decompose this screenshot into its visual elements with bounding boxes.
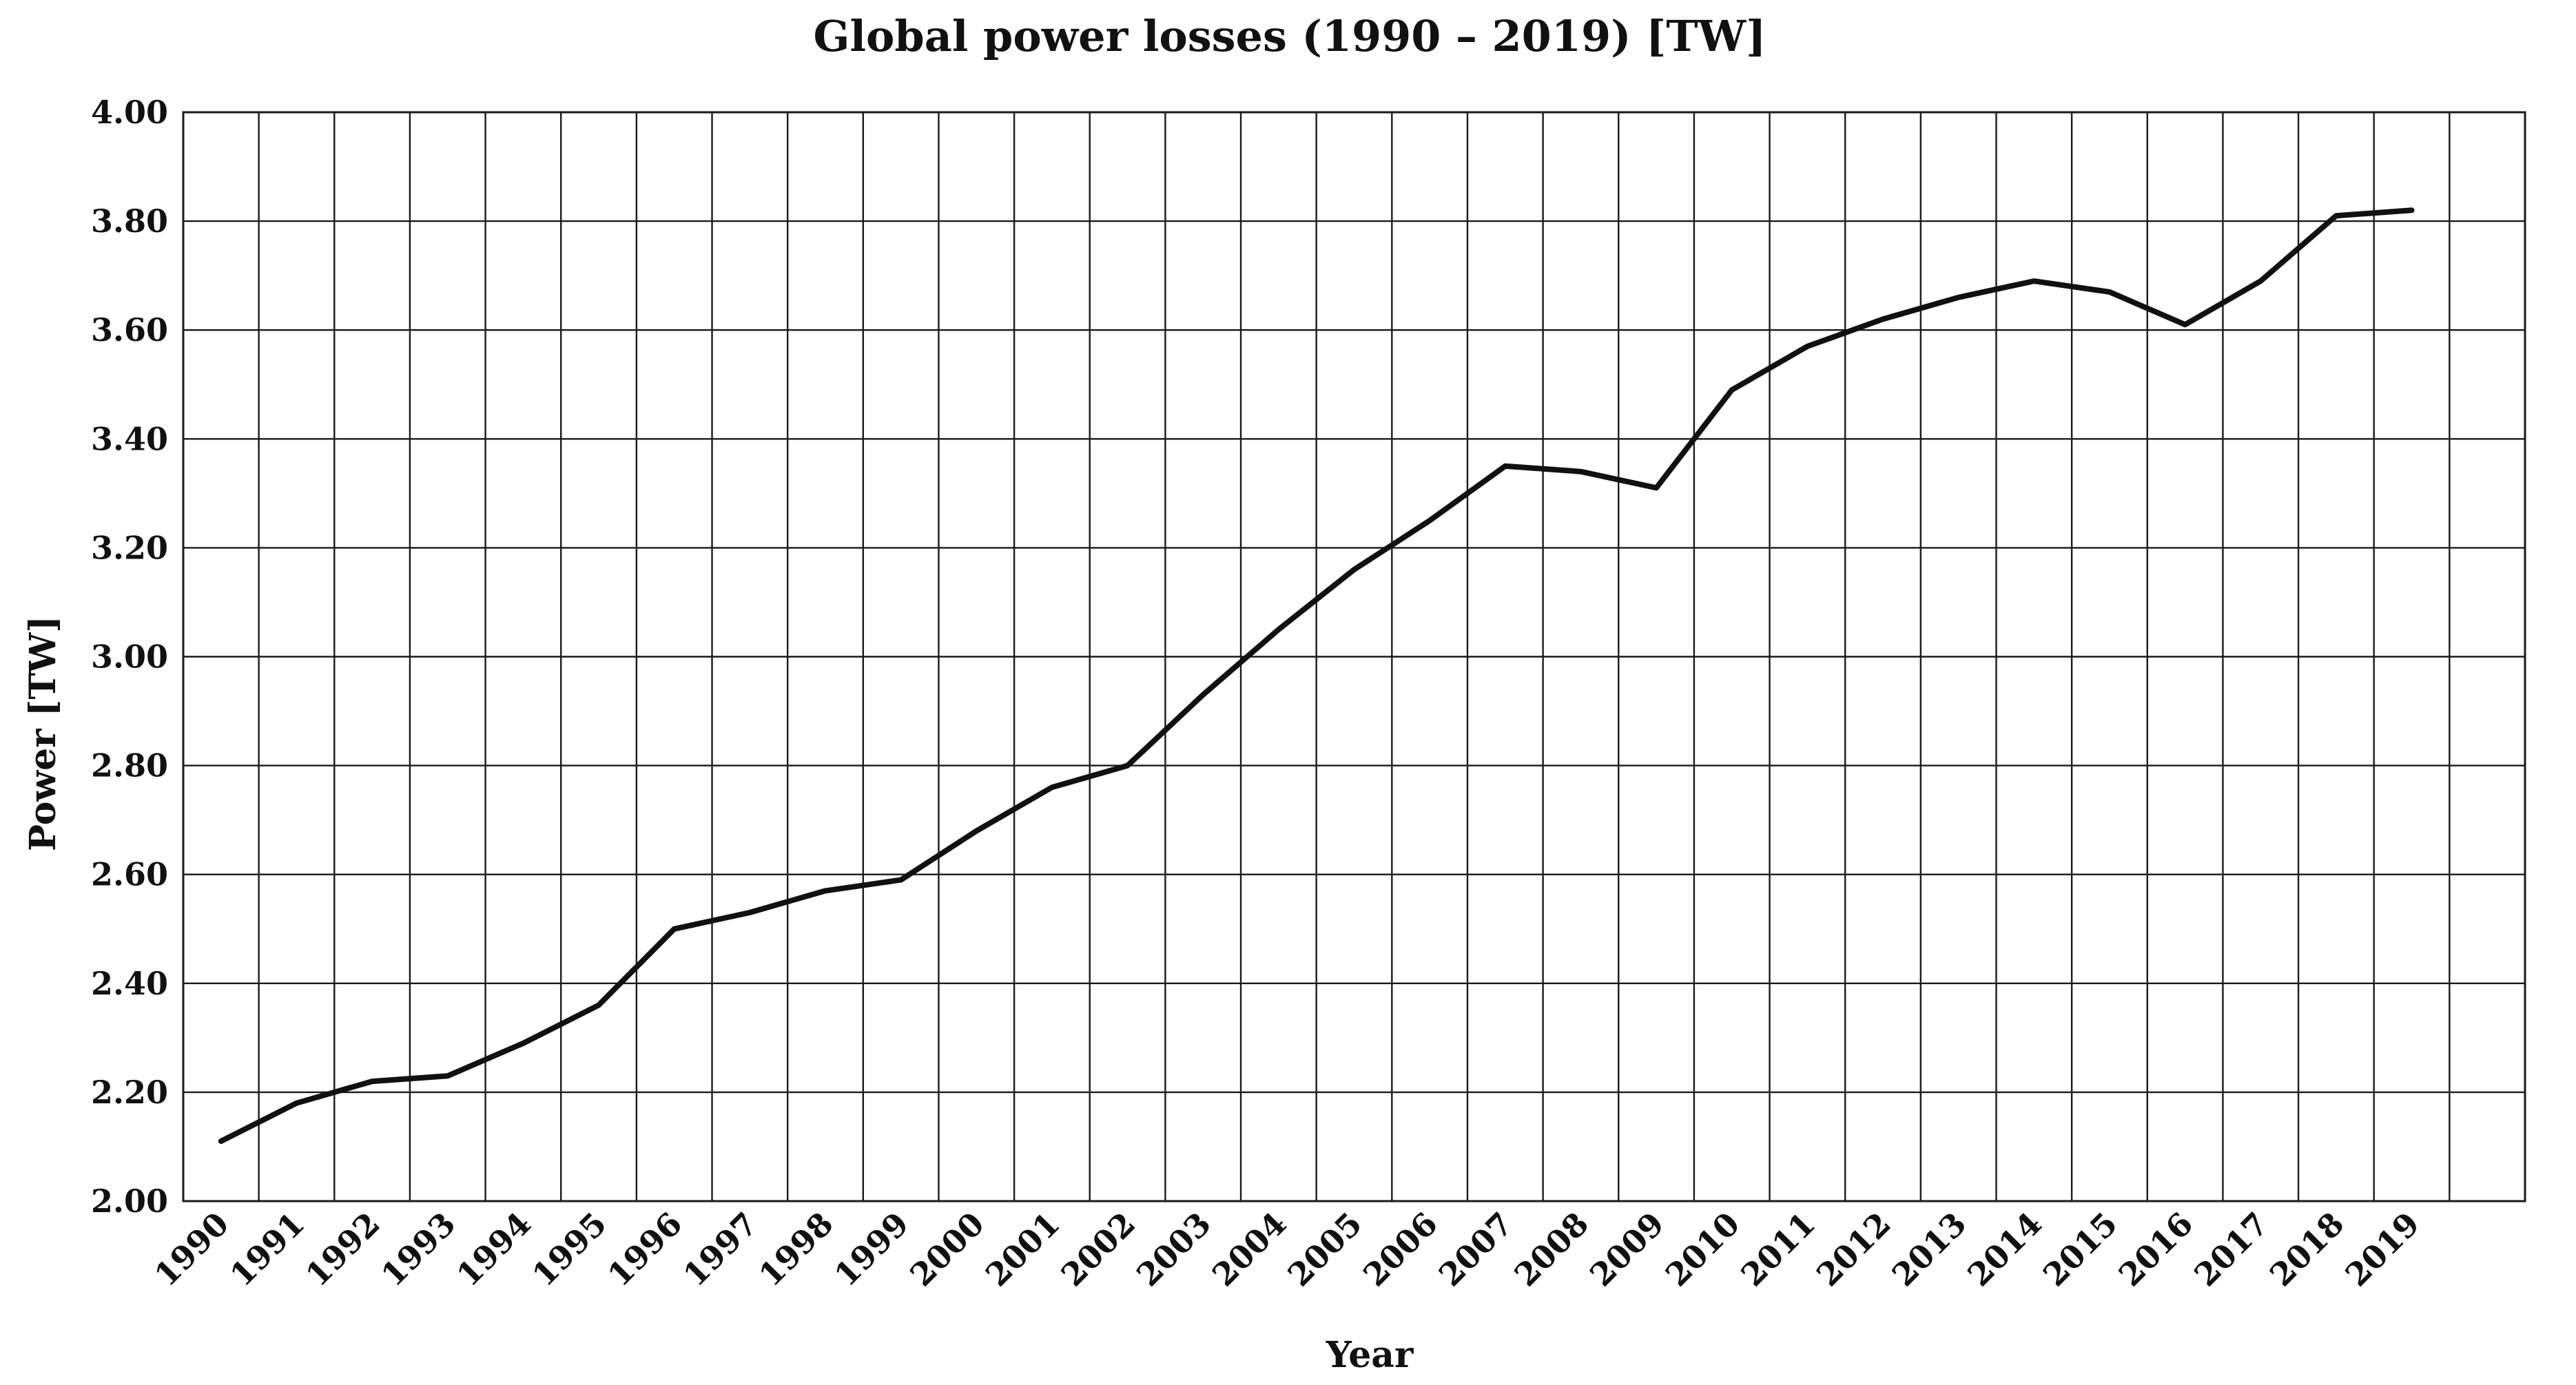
x-tick-label: 2006 [1356,1205,1445,1294]
series [218,207,2415,1144]
plot-area [182,111,2526,1202]
x-tick-label: 2009 [1583,1205,1671,1294]
x-tick-label: 2001 [978,1205,1067,1294]
y-tick-label: 4.00 [91,94,168,131]
x-tick-label: 2013 [1885,1205,1974,1294]
x-tick-label: 2004 [1205,1205,1294,1294]
y-tick-label: 2.80 [91,747,168,784]
x-tick-label: 2007 [1432,1205,1521,1294]
y-tick-label: 2.60 [91,856,168,893]
x-tick-label: 1992 [298,1205,387,1294]
x-axis-title: Year [1326,1334,1414,1376]
y-tick-label: 3.00 [91,638,168,676]
x-tick-label: 1993 [374,1205,463,1294]
x-tick-label: 1996 [601,1205,690,1294]
x-tick-label: 1991 [223,1205,312,1294]
series-line [218,207,2415,1144]
y-tick-label: 2.00 [91,1183,168,1220]
x-tick-label: 2011 [1733,1205,1822,1294]
x-tick-label: 2014 [1960,1205,2049,1294]
y-tick-label: 3.40 [91,420,168,457]
y-tick-label: 3.20 [91,529,168,566]
y-tick-label: 3.80 [91,202,168,240]
x-axis: 1990199119921993199419951996199719981999… [147,1205,2426,1294]
x-tick-label: 2012 [1809,1205,1898,1294]
x-tick-label: 1998 [752,1205,841,1294]
x-tick-label: 2018 [2263,1205,2351,1294]
y-axis-title: Power [TW] [22,616,64,851]
x-tick-label: 2000 [903,1205,991,1294]
y-axis: 2.00 2.20 2.40 2.60 2.80 3.00 3.20 3.40 3.60 3.80… [91,94,168,1220]
x-tick-label: 2016 [2112,1205,2201,1294]
x-tick-label: 2002 [1054,1205,1143,1294]
x-tick-label: 1999 [827,1205,916,1294]
x-tick-label: 2003 [1129,1205,1218,1294]
x-tick-label: 1995 [525,1205,614,1294]
x-tick-label: 2005 [1281,1205,1370,1294]
x-tick-label: 2017 [2187,1205,2276,1294]
y-tick-label: 3.60 [91,311,168,348]
x-tick-label: 1994 [449,1205,538,1294]
x-tick-label: 2015 [2036,1205,2125,1294]
y-tick-label: 2.20 [91,1074,168,1111]
x-tick-label: 2008 [1507,1205,1596,1294]
chart-title: Global power losses (1990 – 2019) [TW] [814,11,1766,61]
x-tick-label: 1997 [676,1205,765,1294]
x-tick-label: 2019 [2338,1205,2427,1294]
x-tick-label: 2010 [1658,1205,1747,1294]
y-tick-label: 2.40 [91,965,168,1002]
